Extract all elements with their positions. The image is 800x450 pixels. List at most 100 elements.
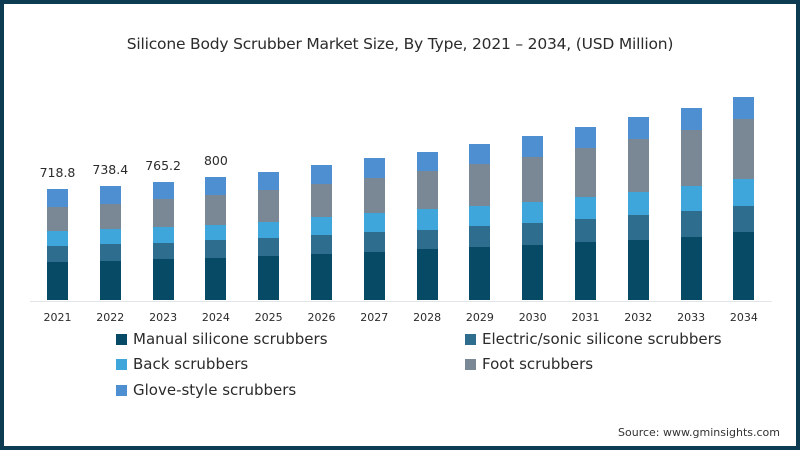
x-tick-2031: 2031 — [571, 311, 600, 324]
bar-segment-2031-2[interactable] — [575, 197, 596, 220]
bar-2021[interactable] — [47, 189, 68, 300]
bar-2026[interactable] — [311, 164, 332, 300]
bar-segment-2034-2[interactable] — [733, 179, 755, 207]
x-tick-2027: 2027 — [360, 311, 389, 324]
bar-segment-2024-2[interactable] — [205, 224, 227, 240]
legend-label-foot: Foot scrubbers — [482, 355, 594, 373]
bar-segment-2034-1[interactable] — [733, 206, 755, 233]
x-tick-2022: 2022 — [96, 311, 125, 324]
bar-2034[interactable] — [733, 97, 755, 300]
legend-item-foot[interactable]: Foot scrubbers — [465, 355, 593, 373]
bar-segment-2021-3[interactable] — [47, 207, 68, 231]
bar-segment-2028-3[interactable] — [416, 171, 438, 210]
bar-segment-2030-2[interactable] — [522, 202, 544, 224]
x-tick-2030: 2030 — [518, 311, 547, 324]
bar-segment-2033-2[interactable] — [680, 186, 702, 212]
bar-segment-2024-0[interactable] — [205, 257, 227, 300]
bar-segment-2026-2[interactable] — [311, 216, 332, 235]
bar-segment-2025-3[interactable] — [258, 189, 280, 222]
bar-segment-2027-0[interactable] — [363, 251, 385, 300]
bar-segment-2022-0[interactable] — [99, 261, 121, 300]
bar-segment-2034-4[interactable] — [733, 97, 755, 120]
bar-segment-2021-1[interactable] — [47, 245, 68, 262]
bar-segment-2028-2[interactable] — [416, 209, 438, 231]
source-note: Source: www.gminsights.com — [618, 426, 780, 439]
bar-segment-2023-2[interactable] — [152, 226, 174, 244]
legend-item-glove[interactable]: Glove-style scrubbers — [116, 381, 296, 399]
bar-2027[interactable] — [363, 158, 385, 300]
bar-segment-2021-2[interactable] — [47, 230, 68, 246]
bar-segment-2026-0[interactable] — [311, 253, 332, 300]
bar-2033[interactable] — [680, 108, 702, 300]
bar-segment-2021-4[interactable] — [47, 189, 68, 208]
bar-2032[interactable] — [627, 117, 649, 300]
bar-segment-2032-0[interactable] — [627, 240, 649, 300]
bar-segment-2023-4[interactable] — [152, 182, 174, 200]
bar-segment-2030-3[interactable] — [522, 157, 544, 203]
bar-segment-2030-4[interactable] — [522, 136, 544, 158]
bar-2028[interactable] — [416, 152, 438, 300]
bar-segment-2026-4[interactable] — [311, 164, 332, 184]
bar-segment-2024-1[interactable] — [205, 239, 227, 258]
bar-2023[interactable] — [152, 182, 174, 300]
bar-segment-2030-0[interactable] — [522, 245, 544, 300]
legend-item-manual[interactable]: Manual silicone scrubbers — [116, 330, 328, 348]
legend-swatch-back — [116, 358, 127, 370]
bar-2022[interactable] — [99, 186, 121, 300]
bar-segment-2031-4[interactable] — [575, 127, 596, 149]
bar-segment-2032-1[interactable] — [627, 215, 649, 241]
bar-segment-2031-1[interactable] — [575, 219, 596, 243]
bar-segment-2029-3[interactable] — [469, 164, 491, 207]
bar-segment-2031-3[interactable] — [575, 148, 596, 198]
bar-segment-2033-3[interactable] — [680, 129, 702, 187]
bar-segment-2027-2[interactable] — [363, 213, 385, 233]
bar-segment-2022-4[interactable] — [99, 186, 121, 205]
bar-2025[interactable] — [258, 171, 280, 300]
bar-segment-2033-4[interactable] — [680, 108, 702, 130]
bar-segment-2022-1[interactable] — [99, 244, 121, 262]
x-tick-2021: 2021 — [43, 311, 72, 324]
bar-segment-2027-4[interactable] — [363, 158, 385, 179]
bar-segment-2028-1[interactable] — [416, 230, 438, 250]
bar-segment-2023-0[interactable] — [152, 259, 174, 300]
legend-label-back: Back scrubbers — [133, 355, 249, 373]
legend-item-back[interactable]: Back scrubbers — [116, 355, 248, 373]
bar-segment-2031-0[interactable] — [575, 242, 596, 300]
bar-segment-2024-4[interactable] — [205, 176, 227, 195]
bar-segment-2033-0[interactable] — [680, 236, 702, 300]
bar-segment-2028-4[interactable] — [416, 152, 438, 172]
bar-2030[interactable] — [522, 136, 544, 300]
bar-segment-2026-3[interactable] — [311, 183, 332, 217]
bar-segment-2030-1[interactable] — [522, 223, 544, 246]
bar-segment-2032-4[interactable] — [627, 117, 649, 140]
bar-segment-2032-3[interactable] — [627, 139, 649, 193]
bar-segment-2034-0[interactable] — [733, 232, 755, 300]
bar-2029[interactable] — [469, 144, 491, 300]
bar-segment-2025-4[interactable] — [258, 171, 280, 190]
bar-segment-2027-1[interactable] — [363, 232, 385, 252]
bar-segment-2029-4[interactable] — [469, 144, 491, 165]
bar-2031[interactable] — [575, 127, 596, 300]
bar-segment-2022-2[interactable] — [99, 229, 121, 245]
bar-segment-2028-0[interactable] — [416, 249, 438, 300]
bar-segment-2025-2[interactable] — [258, 221, 280, 238]
bar-segment-2024-3[interactable] — [205, 195, 227, 225]
legend-item-electric[interactable]: Electric/sonic silicone scrubbers — [465, 330, 722, 348]
bar-segment-2023-3[interactable] — [152, 199, 174, 227]
bar-2024[interactable] — [205, 176, 227, 300]
bar-segment-2022-3[interactable] — [99, 204, 121, 230]
bar-segment-2021-0[interactable] — [47, 262, 68, 300]
data-label-2024: 800 — [203, 152, 228, 168]
bar-segment-2025-1[interactable] — [258, 237, 280, 256]
bar-segment-2029-0[interactable] — [469, 247, 491, 300]
bar-segment-2023-1[interactable] — [152, 243, 174, 260]
bar-segment-2025-0[interactable] — [258, 255, 280, 300]
bar-segment-2032-2[interactable] — [627, 192, 649, 216]
bar-segment-2029-2[interactable] — [469, 206, 491, 227]
bar-segment-2027-3[interactable] — [363, 178, 385, 214]
bar-segment-2034-3[interactable] — [733, 119, 755, 180]
bar-segment-2033-1[interactable] — [680, 211, 702, 237]
bar-segment-2029-1[interactable] — [469, 226, 491, 248]
bar-segment-2026-1[interactable] — [311, 234, 332, 254]
x-tick-2029: 2029 — [465, 311, 494, 324]
